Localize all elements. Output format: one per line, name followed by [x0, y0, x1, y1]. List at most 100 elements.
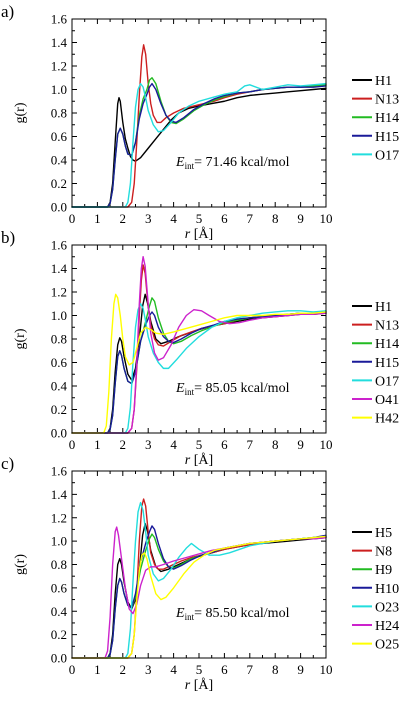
x-tick-label: 3 — [145, 662, 152, 677]
x-axis-label-unit: [Å] — [190, 677, 213, 693]
x-tick-label: 2 — [120, 211, 127, 226]
legend-label-o25: O25 — [375, 638, 399, 653]
y-tick-label: 0.4 — [51, 379, 68, 394]
panel-label: b) — [1, 228, 15, 247]
panel-label: c) — [1, 454, 14, 473]
chart-panel-c: c) 0.0 0.2 0.4 0.6 0.8 1.0 1.2 1.4 1.6 0 1 2 3 4 5 6 7 8 9 1… — [1, 454, 399, 693]
x-tick-label: 5 — [196, 437, 203, 452]
x-tick-label: 6 — [221, 211, 228, 226]
legend-label-h5: H5 — [375, 526, 392, 541]
energy-annotation-value: = 71.46 kcal/mol — [194, 155, 289, 170]
panel-label: a) — [1, 2, 14, 21]
x-tick-label: 7 — [247, 211, 254, 226]
legend-label-h15: H15 — [375, 356, 399, 371]
y-tick-label: 1.0 — [51, 534, 67, 549]
x-tick-label: 4 — [170, 211, 177, 226]
y-tick-label: 0.6 — [51, 580, 68, 595]
legend-label-n13: N13 — [375, 319, 399, 334]
legend-label-h14: H14 — [375, 337, 399, 352]
chart-panel-a: a) 0.0 0.2 0.4 0.6 0.8 1.0 1.2 1.4 1.6 0 1 2 3 4 5 6 7 8 9 1… — [1, 2, 399, 242]
y-tick-label: 0.2 — [51, 176, 67, 191]
legend-label-h1: H1 — [375, 74, 392, 89]
x-tick-label: 8 — [272, 437, 279, 452]
y-tick-label: 0.0 — [51, 200, 67, 215]
x-tick-label: 6 — [221, 437, 228, 452]
series-line-h15 — [71, 311, 327, 434]
x-tick-label: 10 — [320, 437, 333, 452]
y-tick-label: 0.8 — [51, 106, 67, 121]
x-tick-label: 9 — [297, 662, 304, 677]
energy-annotation-value: = 85.50 kcal/mol — [194, 606, 289, 621]
series-line-o41 — [71, 256, 327, 434]
x-axis-label-unit: [Å] — [190, 226, 213, 242]
x-tick-label: 4 — [170, 437, 177, 452]
y-tick-label: 1.2 — [51, 510, 67, 525]
x-axis-label: r [Å] — [185, 452, 213, 468]
legend-label-h42: H42 — [375, 412, 399, 427]
x-tick-label: 2 — [120, 437, 127, 452]
series-line-h15 — [71, 82, 327, 208]
energy-annotation-symbol: E — [175, 155, 185, 170]
x-tick-label: 2 — [120, 662, 127, 677]
x-tick-label: 0 — [69, 662, 76, 677]
series-line-h42 — [71, 293, 327, 434]
y-tick-label: 0.4 — [51, 153, 68, 168]
plot-frame — [71, 18, 327, 208]
x-axis-label-variable: r — [185, 227, 191, 242]
energy-annotation: Eint= 71.46 kcal/mol — [175, 155, 290, 171]
x-tick-label: 9 — [297, 437, 304, 452]
x-tick-label: 7 — [247, 437, 254, 452]
x-tick-label: 8 — [272, 211, 279, 226]
x-tick-label: 3 — [145, 437, 152, 452]
energy-annotation-subscript: int — [185, 387, 195, 397]
x-tick-label: 6 — [221, 662, 228, 677]
y-tick-label: 1.6 — [51, 238, 68, 253]
x-tick-label: 9 — [297, 211, 304, 226]
chart-panel-b: b) 0.0 0.2 0.4 0.6 0.8 1.0 1.2 1.4 1.6 0 1 2 3 4 5 6 7 8 9 1… — [1, 228, 399, 468]
y-tick-label: 0.2 — [51, 402, 67, 417]
x-tick-label: 10 — [320, 662, 333, 677]
legend-label-o41: O41 — [375, 393, 399, 408]
legend-label-h1: H1 — [375, 300, 392, 315]
series-line-n13 — [71, 44, 327, 208]
energy-annotation-symbol: E — [175, 381, 185, 396]
y-tick-label: 0.6 — [51, 355, 68, 370]
x-tick-label: 4 — [170, 662, 177, 677]
y-tick-label: 1.6 — [51, 464, 68, 479]
series-line-h1 — [71, 87, 327, 208]
legend: H1 N13 H14 H15 O17 O41 H42 — [352, 300, 399, 427]
energy-annotation-subscript: int — [185, 612, 195, 622]
y-tick-label: 1.4 — [51, 487, 68, 502]
x-tick-label: 8 — [272, 662, 279, 677]
y-tick-label: 1.0 — [51, 308, 67, 323]
y-axis-label: g(r) — [13, 102, 28, 123]
y-tick-label: 1.6 — [51, 12, 68, 27]
y-tick-label: 0.8 — [51, 332, 67, 347]
x-tick-label: 7 — [247, 662, 254, 677]
legend-label-h10: H10 — [375, 582, 399, 597]
y-tick-label: 0.0 — [51, 651, 67, 666]
energy-annotation-value: = 85.05 kcal/mol — [194, 381, 289, 396]
y-tick-label: 0.8 — [51, 557, 67, 572]
series-line-o25 — [71, 535, 327, 659]
y-tick-label: 0.4 — [51, 604, 68, 619]
energy-annotation: Eint= 85.05 kcal/mol — [175, 381, 290, 397]
plot-frame — [71, 244, 327, 434]
x-tick-label: 0 — [69, 211, 76, 226]
x-tick-label: 1 — [94, 662, 101, 677]
y-tick-label: 1.0 — [51, 82, 67, 97]
x-tick-label: 5 — [196, 211, 203, 226]
x-tick-label: 1 — [94, 437, 101, 452]
x-tick-label: 5 — [196, 662, 203, 677]
energy-annotation: Eint= 85.50 kcal/mol — [175, 606, 290, 622]
series-line-o23 — [71, 501, 327, 659]
legend-label-n13: N13 — [375, 93, 399, 108]
series-line-n13 — [71, 264, 327, 434]
series-line-n8 — [71, 498, 327, 659]
legend-label-h9: H9 — [375, 563, 392, 578]
legend-label-o17: O17 — [375, 374, 399, 389]
series-line-h5 — [71, 522, 327, 659]
plot-frame — [71, 470, 327, 659]
